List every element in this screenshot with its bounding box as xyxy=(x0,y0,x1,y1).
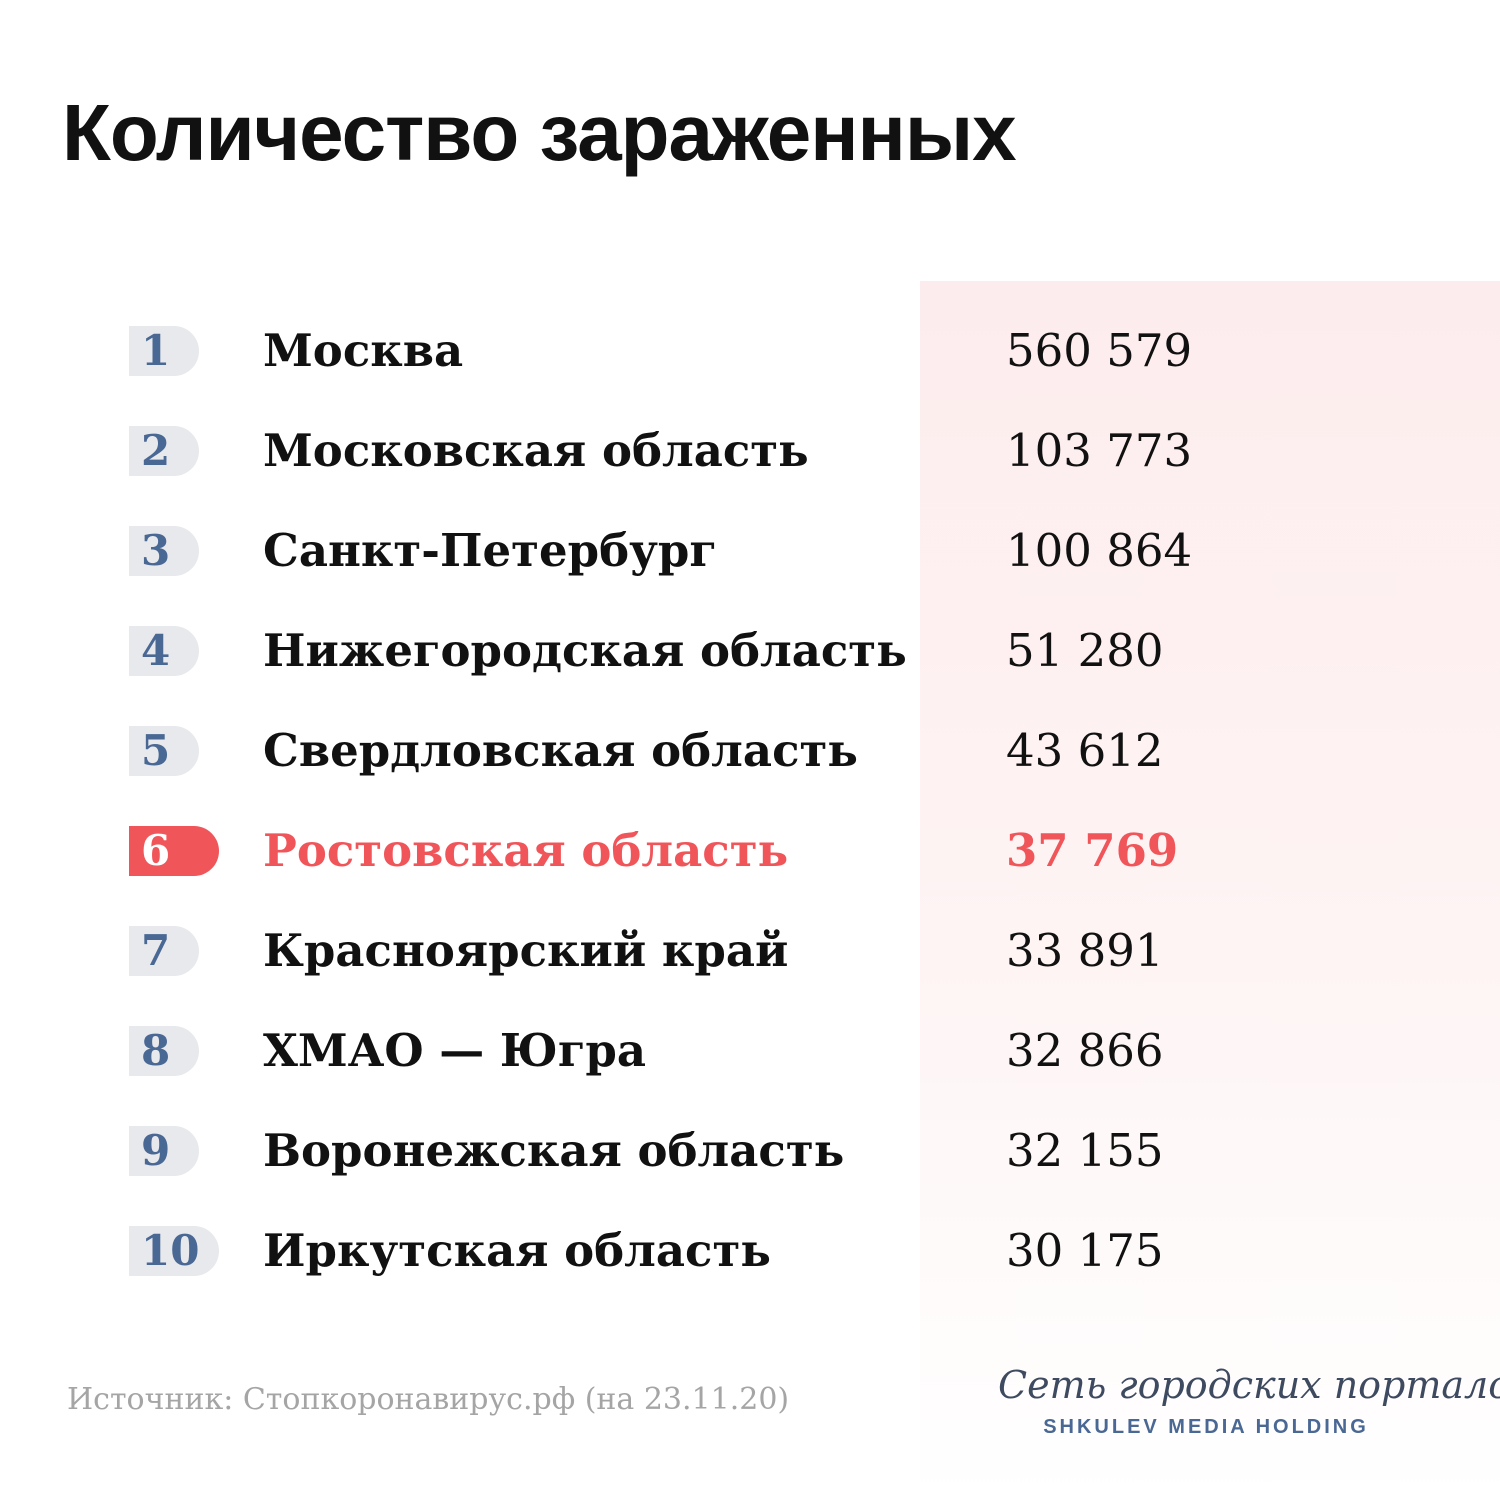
ranking-row: 5 Свердловская область 43 612 xyxy=(0,700,1500,800)
rank-badge: 9 xyxy=(129,1126,199,1176)
region-name: Иркутская область xyxy=(263,1224,771,1277)
ranking-row: 4 Нижегородская область 51 280 xyxy=(0,600,1500,700)
infected-count: 30 175 xyxy=(1006,1224,1164,1277)
rank-badge: 1 xyxy=(129,326,199,376)
region-name: Красноярский край xyxy=(263,924,789,977)
ranking-row: 3 Санкт-Петербург 100 864 xyxy=(0,500,1500,600)
page-title: Количество зараженных xyxy=(62,88,1017,177)
infected-count: 560 579 xyxy=(1006,324,1193,377)
ranking-row: 7 Красноярский край 33 891 xyxy=(0,900,1500,1000)
rank-badge: 6 xyxy=(129,826,219,876)
infected-count: 100 864 xyxy=(1006,524,1193,577)
region-name: Ростовская область xyxy=(263,824,789,877)
source-note: Источник: Стопкоронавирус.рф (на 23.11.2… xyxy=(67,1382,790,1417)
infected-count: 32 155 xyxy=(1006,1124,1164,1177)
rank-badge: 7 xyxy=(129,926,199,976)
region-name: Москва xyxy=(263,324,464,377)
ranking-row: 10 Иркутская область 30 175 xyxy=(0,1200,1500,1300)
region-name: Свердловская область xyxy=(263,724,858,777)
region-name: Воронежская область xyxy=(263,1124,845,1177)
brand-logo-script: Сеть городских порталов xyxy=(998,1363,1500,1407)
rank-badge: 5 xyxy=(129,726,199,776)
infected-count: 43 612 xyxy=(1006,724,1164,777)
region-name: Нижегородская область xyxy=(263,624,907,677)
ranking-row: 9 Воронежская область 32 155 xyxy=(0,1100,1500,1200)
rank-badge: 8 xyxy=(129,1026,199,1076)
rank-badge: 3 xyxy=(129,526,199,576)
infected-count: 103 773 xyxy=(1006,424,1193,477)
infected-count: 37 769 xyxy=(1006,824,1179,877)
rank-badge: 4 xyxy=(129,626,199,676)
ranking-row: 2 Московская область 103 773 xyxy=(0,400,1500,500)
infected-count: 51 280 xyxy=(1006,624,1164,677)
region-name: Московская область xyxy=(263,424,809,477)
ranking-row: 1 Москва 560 579 xyxy=(0,300,1500,400)
infected-count: 33 891 xyxy=(1006,924,1164,977)
region-name: ХМАО — Югра xyxy=(263,1024,647,1077)
ranking-row: 8 ХМАО — Югра 32 866 xyxy=(0,1000,1500,1100)
ranking-row-highlighted: 6 Ростовская область 37 769 xyxy=(0,800,1500,900)
brand-logo-holding: SHKULEV MEDIA HOLDING xyxy=(1043,1416,1369,1438)
infected-count: 32 866 xyxy=(1006,1024,1164,1077)
rank-badge: 10 xyxy=(129,1226,219,1276)
values-column-background xyxy=(920,281,1500,1500)
rank-badge: 2 xyxy=(129,426,199,476)
region-name: Санкт-Петербург xyxy=(263,524,717,577)
